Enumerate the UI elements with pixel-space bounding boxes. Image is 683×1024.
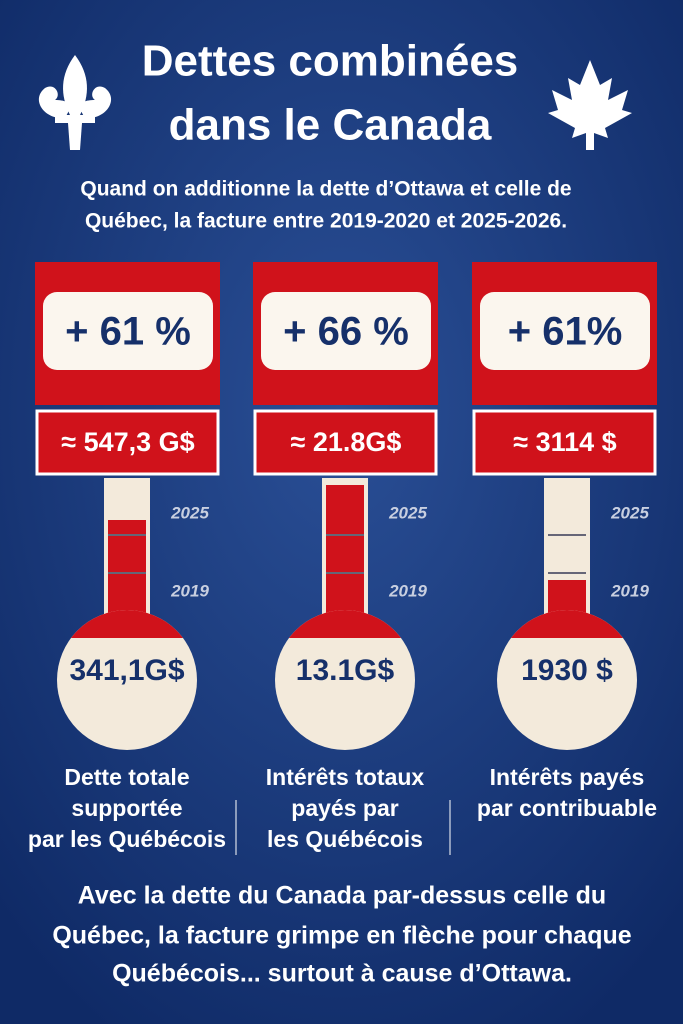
thermometer-fill (326, 485, 364, 625)
year-label: 2019 (170, 581, 209, 600)
year-label: 2025 (388, 503, 427, 522)
title: dans le Canada (169, 101, 492, 150)
footer: Québécois... surtout à cause d’Ottawa. (112, 960, 572, 988)
amount-text: ≈ 21.8G$ (291, 427, 402, 457)
thermometer-bulb (275, 610, 415, 750)
amount-text: ≈ 547,3 G$ (61, 427, 194, 457)
caption: payés par (291, 795, 398, 821)
year-label: 2019 (610, 581, 649, 600)
title: Dettes combinées (142, 37, 519, 86)
caption: par les Québécois (28, 826, 226, 852)
change-text: + 61 % (65, 310, 191, 354)
change-pill (480, 292, 650, 370)
change-pill (261, 292, 431, 370)
fleur-de-lis (38, 55, 112, 150)
base-value: 13.1G$ (296, 654, 395, 687)
caption: par contribuable (477, 795, 657, 821)
caption: Dette totale (64, 764, 189, 790)
year-label: 2019 (388, 581, 427, 600)
maple-leaf (548, 60, 632, 150)
change-text: + 61% (508, 310, 623, 354)
caption: les Québécois (267, 826, 423, 852)
caption: supportée (71, 795, 182, 821)
year-label: 2025 (610, 503, 649, 522)
footer: Québec, la facture grimpe en flèche pour… (52, 922, 631, 950)
change-pill (43, 292, 213, 370)
change-text: + 66 % (283, 310, 409, 354)
amount-box (253, 409, 438, 476)
cards: + 61 % ≈ 547,3 G$ 341,1G$ 2025 2019 Dette tot… (28, 262, 657, 852)
subtitle: Québec, la facture entre 2019-2020 et 20… (85, 210, 567, 233)
year-label: 2025 (170, 503, 209, 522)
caption: Intérêts payés (490, 764, 645, 790)
subtitle: Quand on additionne la dette d’Ottawa et… (80, 178, 571, 201)
amount-text: ≈ 3114 $ (513, 427, 616, 457)
thermometer-bulb (497, 610, 637, 750)
caption: Intérêts totaux (266, 764, 425, 790)
amount-box (472, 409, 657, 476)
thermometer-bulb (57, 610, 197, 750)
amount-box (35, 409, 220, 476)
footer: Avec la dette du Canada par-dessus celle… (78, 882, 606, 910)
base-value: 341,1G$ (69, 654, 184, 687)
base-value: 1930 $ (521, 654, 613, 687)
